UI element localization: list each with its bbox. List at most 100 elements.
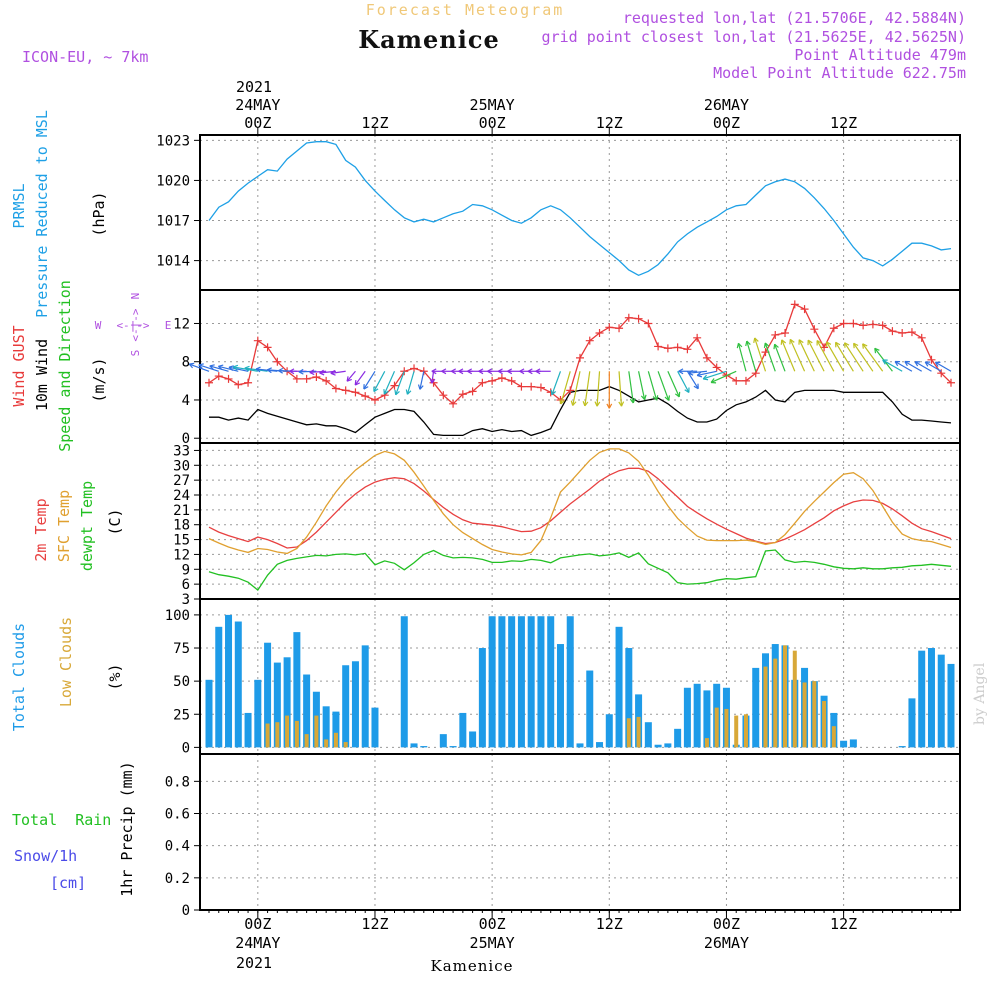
low-cloud-bar [343, 742, 348, 748]
total-cloud-bar [654, 744, 662, 748]
total-cloud-bar [683, 687, 691, 748]
wind-arrow-head [309, 369, 315, 376]
wind-label-3: Speed and Direction [56, 280, 74, 452]
clouds-ytick-label: 50 [173, 674, 190, 690]
wind-direction-arrow [637, 371, 646, 400]
cloud-labels: Total Clouds Low Clouds (%) [10, 617, 124, 731]
total-cloud-bar [488, 616, 496, 748]
wind-arrow-head [924, 361, 931, 367]
low-cloud-bar [802, 682, 807, 748]
wind-arrow-head [594, 401, 601, 407]
gust-marker [439, 391, 448, 400]
total-cloud-bar [644, 722, 652, 748]
requested-coords: requested lon,lat (21.5706E, 42.5884N) [623, 9, 966, 27]
low-cloud-bar [304, 734, 309, 748]
pressure-ytick-label: 1023 [156, 133, 190, 149]
temperature-ytick-label: 12 [173, 547, 190, 563]
gust-marker [234, 380, 243, 389]
wind-arrow-head [519, 368, 525, 375]
precip-frame [199, 753, 961, 911]
wind-direction-arrow [346, 370, 356, 382]
wind-direction-arrow [737, 343, 747, 372]
gust-marker [449, 399, 458, 408]
wind-arrow-head [753, 337, 759, 344]
pressure-label-2: Pressure Reduced to MSL [33, 110, 51, 318]
low-cloud-bar [275, 722, 280, 748]
wind-arrow-head [835, 341, 841, 348]
gust-marker [829, 324, 838, 333]
credit-watermark: by Angel [972, 662, 988, 725]
wind-arrow-head [674, 391, 681, 398]
wind-direction-arrow [373, 370, 386, 392]
wind-unit: (m/s) [90, 357, 108, 402]
wind-arrow-head [458, 368, 464, 375]
temperature-ytick-label: 18 [173, 518, 190, 534]
total-cloud-bar [273, 662, 281, 748]
gust-marker [800, 305, 809, 314]
wind-arrow-head [862, 343, 868, 349]
gust-marker [790, 300, 799, 309]
wind-arrow-head [266, 367, 272, 374]
wind-arrow-head [373, 386, 379, 393]
total-cloud-bar [283, 657, 291, 748]
gust-marker [585, 336, 594, 345]
total-cloud-bar [586, 670, 594, 748]
total-cloud-bar [664, 743, 672, 748]
wind-series [188, 300, 955, 437]
wind-arrow-head [431, 368, 437, 375]
wind-direction-arrow [572, 371, 581, 406]
wind-arrow-head [882, 359, 888, 365]
dewpoint-line [208, 549, 952, 592]
precip-label-rain: Total Rain [12, 811, 111, 829]
wind-arrow-head [507, 368, 513, 375]
wind-arrow-head [289, 368, 295, 375]
temperature-frame [199, 442, 961, 600]
gust-marker [693, 333, 702, 342]
wind-direction-arrow [395, 371, 405, 395]
wind-ytick-label: 4 [182, 393, 190, 409]
wind-arrow-head [198, 363, 204, 369]
wind-direction-arrow [746, 340, 757, 372]
total-cloud-bar [420, 746, 428, 748]
gust-marker [907, 328, 916, 337]
wind-arrow-head [527, 368, 533, 375]
wind-arrow-head [807, 339, 813, 346]
temperature-ytick-label: 33 [173, 443, 190, 459]
gust-marker [458, 390, 467, 399]
low-cloud-bar [636, 716, 641, 748]
total-cloud-bar [234, 621, 242, 748]
temperature-ytick-label: 21 [173, 503, 190, 519]
wind-arrow-head [640, 394, 647, 401]
wind-arrow-head [417, 384, 424, 390]
total-cloud-bar [459, 712, 467, 748]
wind-direction-arrow [309, 370, 327, 374]
low-cloud-bar [314, 715, 319, 748]
year-bottom: 2021 [236, 954, 272, 972]
compass-west: W [95, 319, 102, 332]
bottom-date-label: 24MAY [235, 934, 280, 952]
precip-panel: 0 0.2 0.4 0.6 0.8 [165, 753, 961, 919]
top-date-label: 26MAY [704, 96, 749, 114]
wind-arrow-head [618, 401, 625, 407]
wind-direction-arrow [406, 371, 415, 395]
low-cloud-bar [773, 658, 778, 748]
pressure-ytick-label: 1020 [156, 173, 190, 189]
wind-arrow-head [914, 361, 921, 367]
gust-marker [771, 330, 780, 339]
total-cloud-bar [556, 644, 564, 748]
wind-direction-arrow [935, 361, 952, 372]
compass-east: E [165, 319, 172, 332]
wind-arrow-head [874, 347, 880, 354]
wind-direction-arrow [628, 371, 634, 404]
wind-arrow-head [278, 367, 284, 374]
top-hour-label: 12Z [361, 114, 388, 132]
wind-arrow-head [688, 369, 694, 376]
wind-arrow-head [664, 395, 671, 401]
total-cloud-bar [469, 731, 477, 748]
wind-arrow-head [606, 403, 613, 409]
precip-unit: 1hr Precip (mm) [118, 761, 136, 896]
gust-marker [605, 323, 614, 332]
total-cloud-bar [693, 683, 701, 748]
top-date-label: 24MAY [235, 96, 280, 114]
